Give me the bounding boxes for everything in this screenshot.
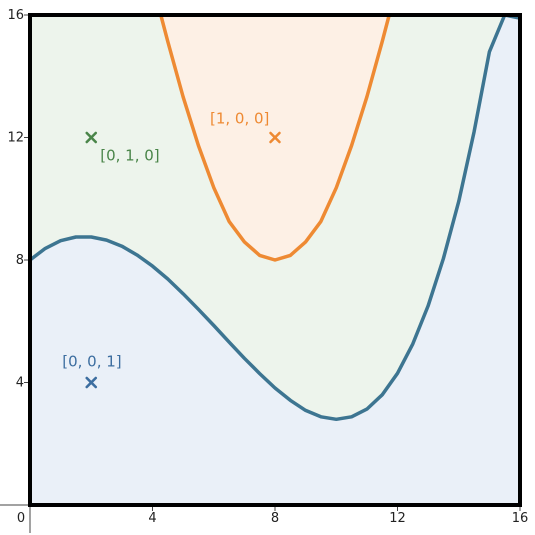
y-tick-label: 4: [16, 376, 24, 391]
x-tick-label: 0: [17, 511, 25, 526]
lower-boundary-curve: [28, 13, 521, 422]
point-label-orange: [1, 0, 0]: [210, 110, 269, 128]
x-tick-label: 12: [389, 511, 406, 526]
marker-orange: [269, 131, 281, 144]
marker-blue: [85, 376, 98, 389]
x-tick-label: 4: [148, 511, 156, 526]
x-tick-label: 8: [271, 511, 279, 526]
marker-green: [85, 131, 98, 144]
upper-boundary-curve: [159, 14, 391, 262]
y-tick-label: 16: [7, 8, 24, 23]
y-tick-label: 12: [7, 131, 24, 146]
point-markers: [0, 0, 1] [0, 1, 0] [1, 0, 0]: [62, 110, 281, 389]
plot-frame: [28, 13, 522, 507]
point-label-blue: [0, 0, 1]: [62, 353, 121, 371]
y-tick-label: 8: [16, 253, 24, 268]
x-tick-label: 16: [512, 511, 529, 526]
y-ticks: 4 8 12 16: [7, 8, 30, 391]
lower-region: [30, 15, 520, 505]
point-label-green: [0, 1, 0]: [100, 147, 159, 165]
